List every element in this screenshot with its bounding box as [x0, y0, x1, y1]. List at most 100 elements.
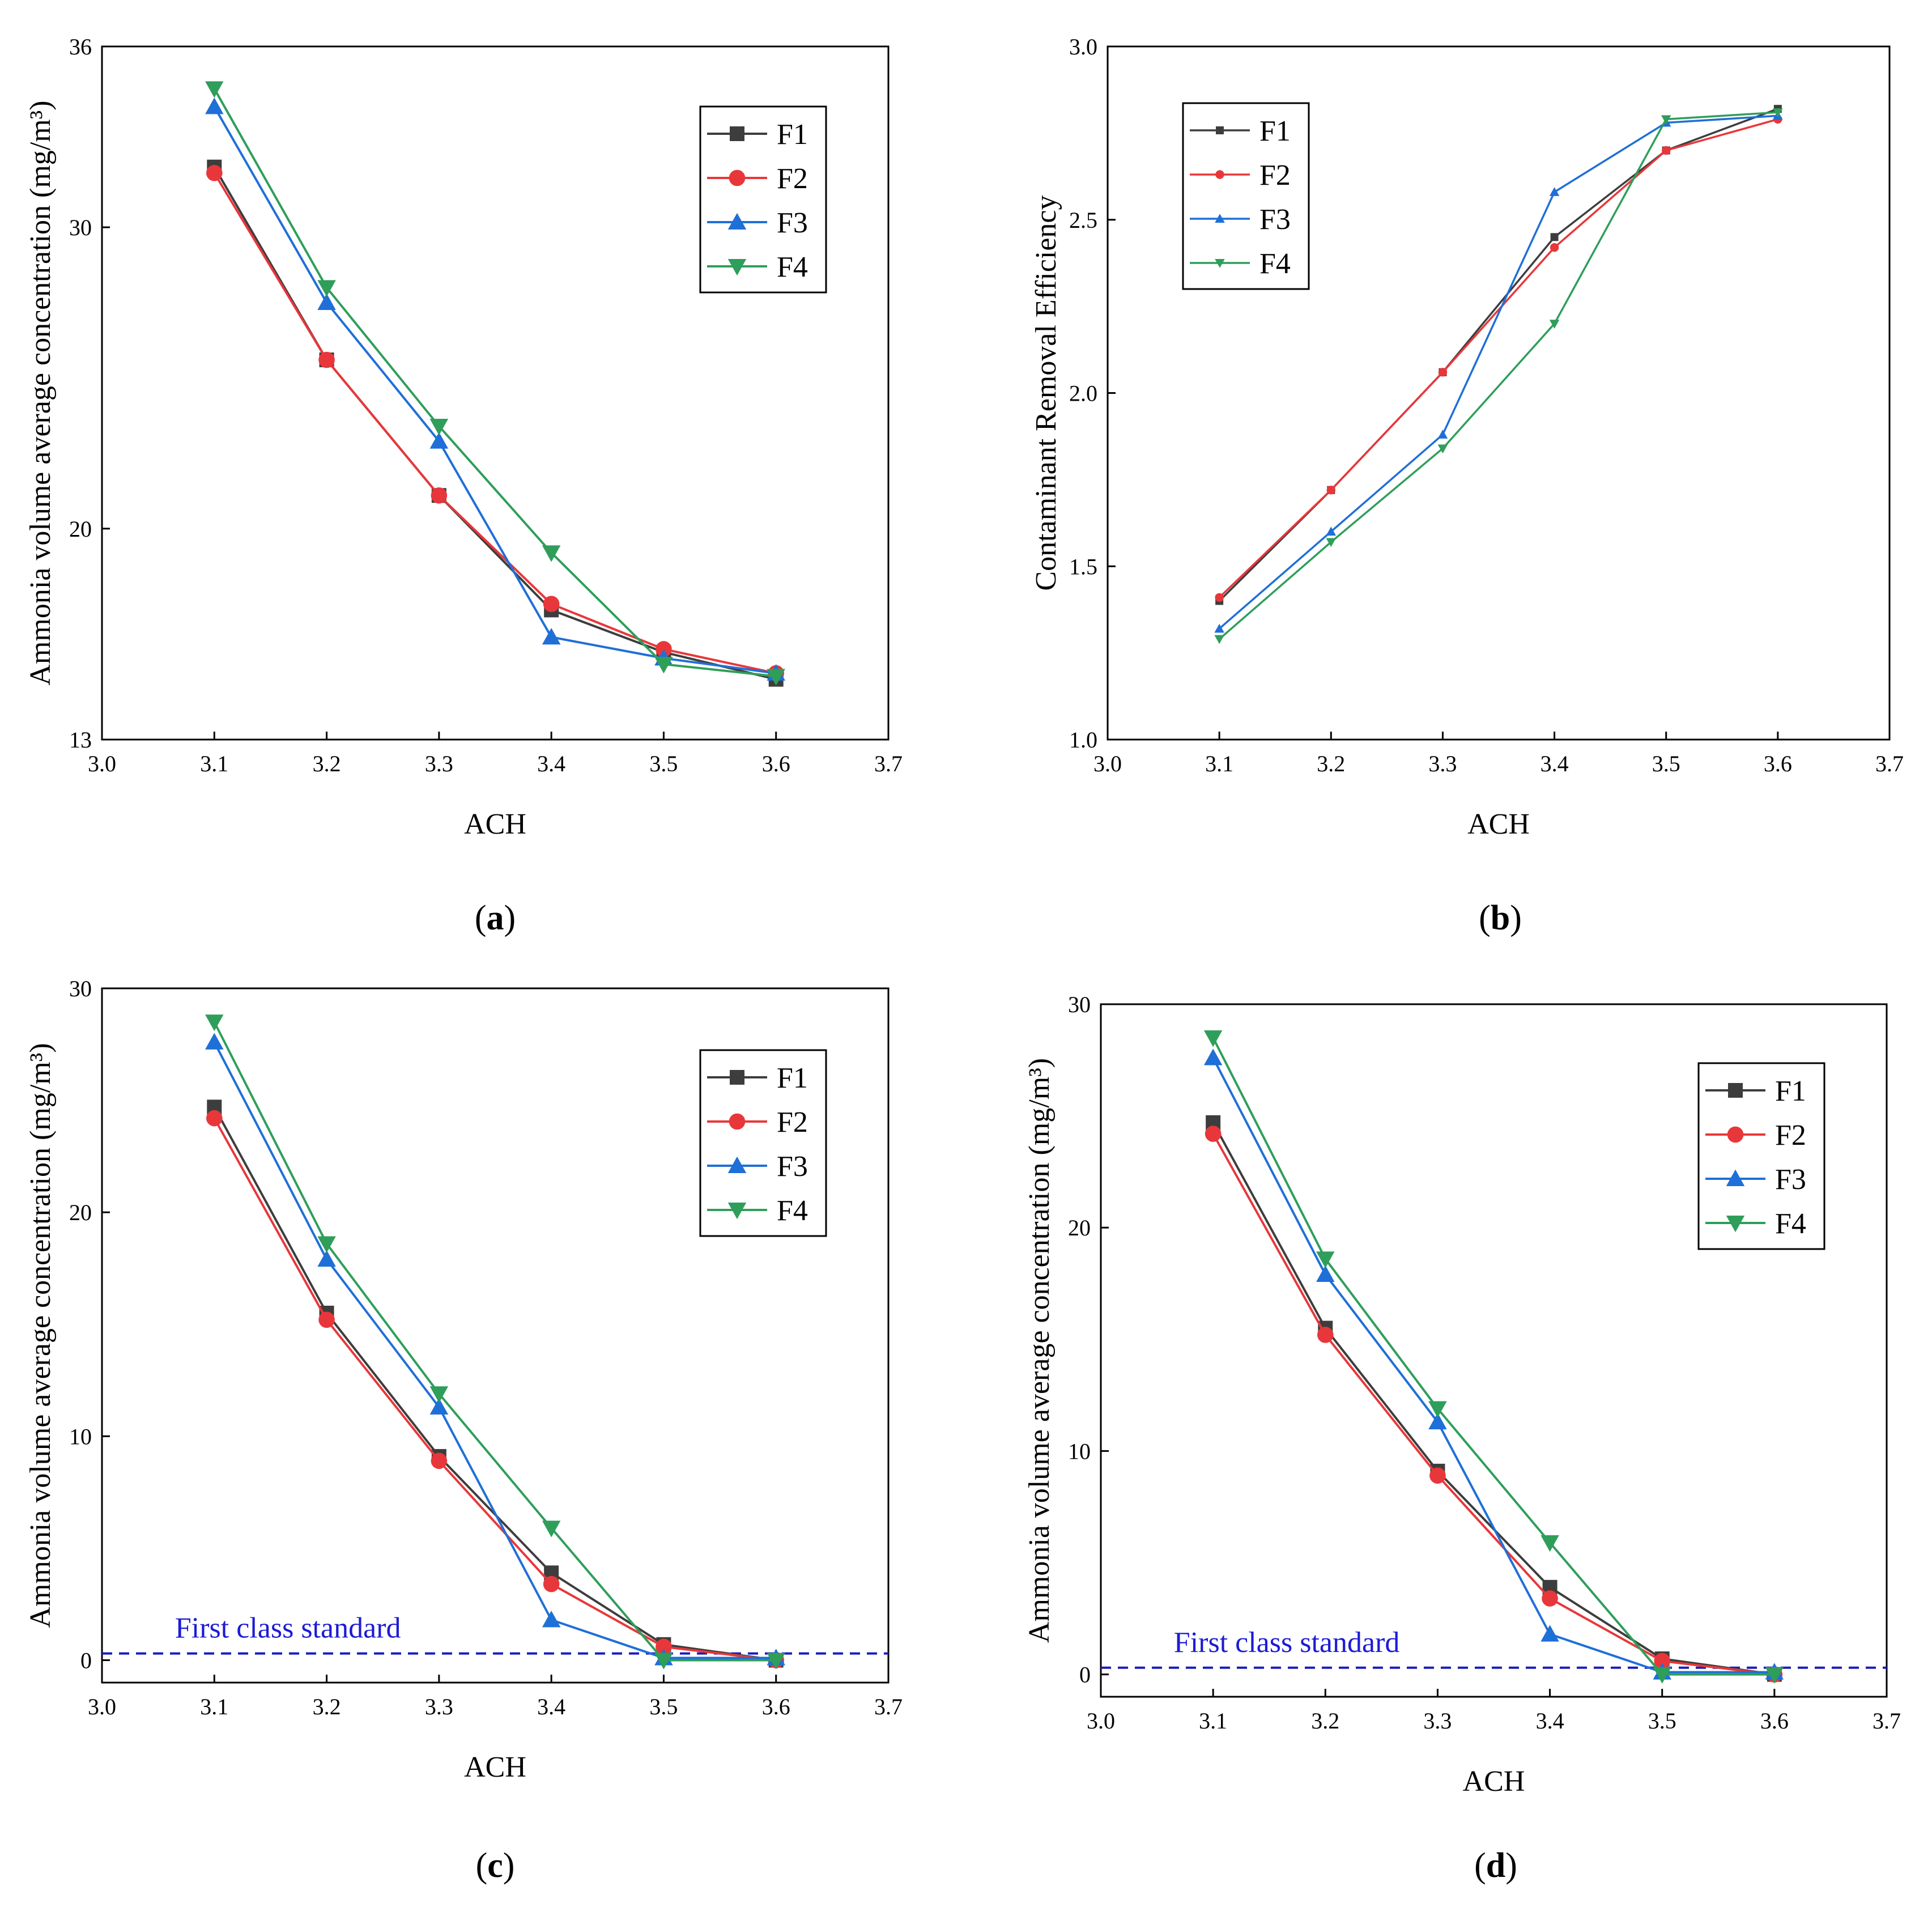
legend-marker-f3 — [727, 1156, 747, 1173]
y-tick-label: 13 — [69, 727, 92, 753]
data-point-f2 — [543, 596, 560, 613]
legend-label-f2: F2 — [777, 163, 808, 195]
series-line-f4 — [213, 1021, 776, 1662]
x-tick-label: 3.5 — [649, 751, 678, 776]
data-point-f2 — [656, 1638, 672, 1655]
data-point-f2 — [1317, 1327, 1334, 1343]
x-tick-label: 3.3 — [1428, 751, 1457, 776]
caption-open: ( — [475, 899, 487, 937]
legend-box — [1697, 1062, 1825, 1250]
data-point-f2 — [1542, 1590, 1558, 1607]
y-tick-label: 20 — [69, 1200, 92, 1225]
legend-marker-f4 — [727, 259, 747, 276]
data-point-f4 — [654, 1653, 673, 1670]
x-tick-label: 3.7 — [874, 1694, 903, 1719]
caption-close: ) — [503, 1846, 515, 1885]
data-point-f3 — [1549, 187, 1560, 196]
data-point-f3 — [1437, 430, 1448, 439]
data-point-f4 — [542, 1520, 561, 1538]
x-tick-label: 3.7 — [874, 751, 903, 776]
y-tick-label: 10 — [69, 1424, 92, 1449]
y-axis-title: Ammonia volume average concentration (mg… — [24, 100, 57, 685]
caption-letter: c — [487, 1846, 503, 1885]
legend-marker-f1 — [1728, 1083, 1743, 1098]
series-line-f4 — [213, 88, 776, 678]
series-line-f3 — [1212, 1057, 1774, 1674]
data-point-f3 — [317, 1250, 336, 1267]
data-point-f2 — [1326, 486, 1335, 495]
data-point-f2 — [1662, 146, 1671, 155]
data-point-f2 — [1215, 593, 1224, 602]
series-line-f2 — [1218, 118, 1778, 598]
y-tick-label: 0 — [1079, 1662, 1091, 1688]
legend-label-f2: F2 — [777, 1106, 808, 1139]
data-point-f3 — [205, 1033, 224, 1050]
chart-panel-d: 3.0 3.1 3.2 3.3 3.4 3.5 3.6 3.7 0 10 20 30 ACH Ammoni… — [1023, 992, 1901, 1885]
data-point-f4 — [317, 280, 336, 297]
x-tick-label: 3.5 — [1648, 1708, 1676, 1734]
data-point-f4 — [429, 418, 449, 436]
data-point-f2 — [1654, 1653, 1671, 1670]
data-point-f2 — [1438, 368, 1448, 377]
x-tick-label: 3.2 — [313, 751, 341, 776]
data-point-f4 — [1437, 444, 1448, 454]
caption-open: ( — [1474, 1846, 1486, 1885]
data-point-f3 — [205, 97, 224, 114]
series-line-f4 — [1212, 1037, 1774, 1676]
x-tick-label: 3.1 — [200, 751, 228, 776]
x-tick-label: 3.6 — [1764, 751, 1792, 776]
legend-label-f4: F4 — [1259, 248, 1291, 280]
data-point-f3 — [317, 293, 336, 310]
legend-label-f2: F2 — [1259, 159, 1291, 192]
legend-label-f3: F3 — [777, 207, 808, 239]
data-point-f4 — [1773, 108, 1783, 117]
data-point-f4 — [767, 1653, 785, 1670]
x-tick-label: 3.5 — [1652, 751, 1680, 776]
x-tick-label: 3.0 — [88, 1694, 116, 1719]
x-tick-label: 3.2 — [1311, 1708, 1339, 1734]
data-point-f2 — [318, 351, 335, 368]
legend-marker-f1 — [730, 126, 744, 141]
legend: F1 F2 F3 F4 — [699, 1049, 827, 1237]
x-tick-label: 3.0 — [88, 751, 116, 776]
x-tick-label: 3.1 — [1199, 1708, 1227, 1734]
y-tick-label: 3.0 — [1069, 34, 1097, 60]
data-point-f1 — [1550, 233, 1559, 241]
legend-label-f1: F1 — [777, 118, 808, 151]
data-point-f4 — [542, 545, 561, 562]
data-point-f3 — [429, 432, 449, 449]
data-point-f4 — [1214, 635, 1224, 644]
chart-panel-b: 3.0 3.1 3.2 3.3 3.4 3.5 3.6 3.7 1.0 1.5 2.0 2.5 3.0 A… — [1030, 34, 1904, 937]
legend-marker-f4 — [1215, 259, 1225, 268]
legend-label-f4: F4 — [777, 1195, 808, 1227]
y-tick-label: 2.5 — [1069, 207, 1097, 233]
x-axis-title: ACH — [464, 808, 526, 840]
data-point-f4 — [1541, 1535, 1559, 1552]
data-point-f2 — [431, 487, 448, 504]
series-line-f2 — [1212, 1133, 1775, 1676]
data-point-f3 — [1203, 1048, 1223, 1065]
panel-caption: (d) — [1474, 1846, 1517, 1885]
x-tick-label: 3.4 — [537, 751, 565, 776]
x-tick-label: 3.4 — [1536, 1708, 1564, 1734]
legend-label-f4: F4 — [1775, 1208, 1806, 1240]
x-tick-label: 3.6 — [762, 1694, 790, 1719]
y-axis-title: Ammonia volume average concentration (mg… — [1023, 1058, 1056, 1643]
series-line-f3 — [213, 1041, 776, 1659]
legend-label-f1: F1 — [1775, 1075, 1806, 1107]
data-point-f3 — [429, 1398, 449, 1415]
series-line-f4 — [1218, 111, 1778, 640]
x-tick-label: 3.6 — [762, 751, 790, 776]
data-point-f4 — [1203, 1030, 1223, 1047]
data-point-f4 — [205, 1014, 224, 1031]
data-point-f4 — [1316, 1251, 1335, 1268]
legend: F1 F2 F3 F4 — [1182, 102, 1310, 290]
x-axis-title: ACH — [1463, 1765, 1525, 1798]
data-point-f2 — [206, 1110, 223, 1127]
y-tick-label: 2.0 — [1069, 381, 1097, 406]
x-tick-label: 3.0 — [1087, 1708, 1115, 1734]
data-point-f3 — [542, 1611, 561, 1628]
data-point-f2 — [1205, 1125, 1222, 1142]
series-line-f2 — [213, 172, 777, 674]
